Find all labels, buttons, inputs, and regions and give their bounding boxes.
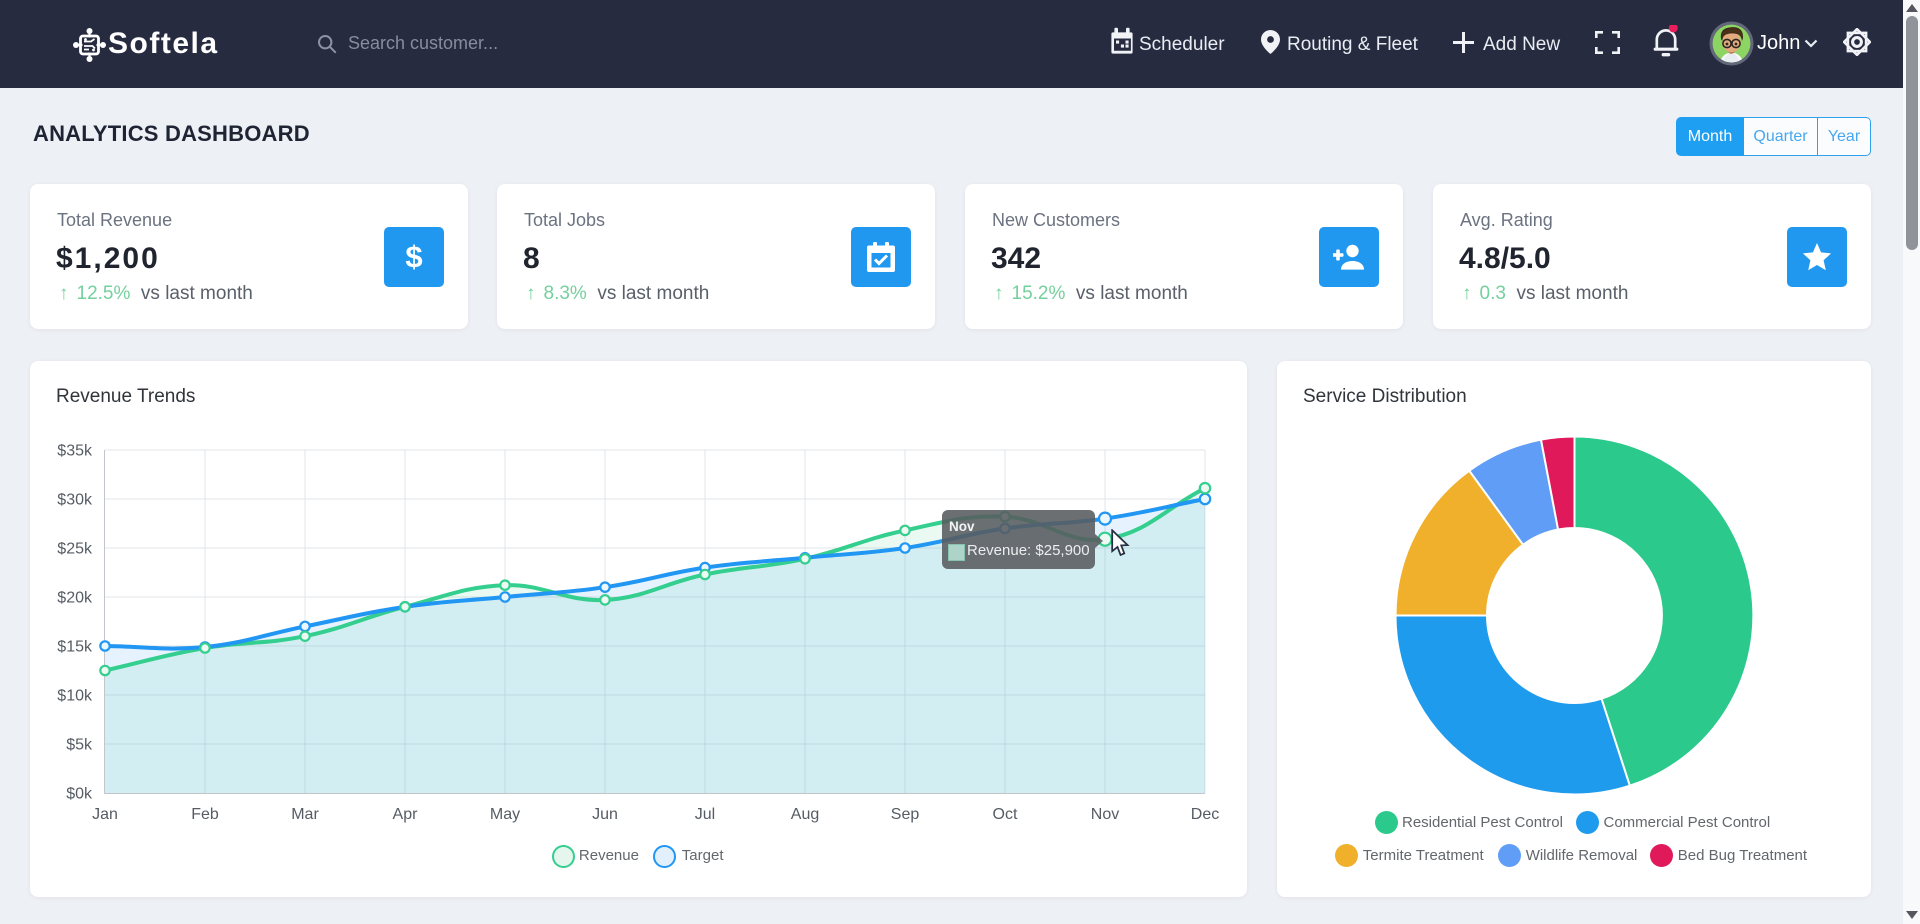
svg-text:$25k: $25k bbox=[57, 541, 93, 558]
svg-text:$20k: $20k bbox=[57, 590, 93, 607]
svg-text:Jan: Jan bbox=[92, 806, 118, 823]
svg-text:Mar: Mar bbox=[291, 806, 319, 823]
svg-text:Nov: Nov bbox=[1091, 806, 1119, 823]
svg-text:$15k: $15k bbox=[57, 639, 93, 656]
svg-text:Jul: Jul bbox=[695, 806, 715, 823]
svg-text:Apr: Apr bbox=[393, 806, 419, 823]
svg-text:$5k: $5k bbox=[66, 737, 93, 754]
svg-text:Sep: Sep bbox=[891, 806, 920, 823]
svg-text:Jun: Jun bbox=[592, 806, 618, 823]
svg-text:$30k: $30k bbox=[57, 492, 93, 509]
svg-text:$10k: $10k bbox=[57, 688, 93, 705]
svg-text:Oct: Oct bbox=[993, 806, 1018, 823]
svg-text:May: May bbox=[490, 806, 520, 823]
svg-text:Feb: Feb bbox=[191, 806, 219, 823]
svg-text:$35k: $35k bbox=[57, 443, 93, 460]
svg-text:Aug: Aug bbox=[791, 806, 819, 823]
svg-text:Dec: Dec bbox=[1191, 806, 1219, 823]
svg-text:$0k: $0k bbox=[66, 786, 93, 803]
